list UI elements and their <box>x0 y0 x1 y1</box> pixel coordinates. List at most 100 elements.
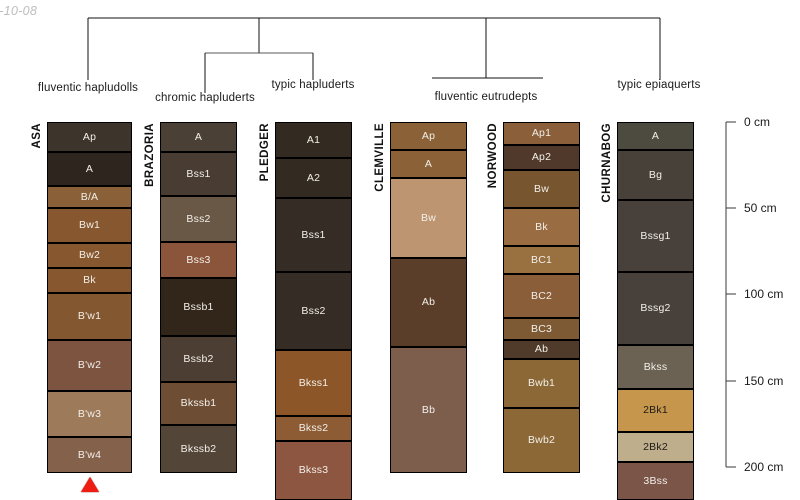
horizon-label: Bkssb2 <box>180 442 217 455</box>
horizon-label: Bss1 <box>301 228 326 241</box>
depth-label-200: 200 cm <box>744 460 784 474</box>
horizon-label: Bssb2 <box>183 352 214 365</box>
horizon-brazoria-bssb2[interactable]: Bssb2 <box>160 336 237 382</box>
horizon-label: B/A <box>80 190 99 203</box>
horizon-asa-bw1[interactable]: B'w1 <box>47 293 132 340</box>
horizon-label: B'w4 <box>77 448 102 461</box>
depth-label-50: 50 cm <box>744 201 777 215</box>
horizon-churnabog-2bk2[interactable]: 2Bk2 <box>617 432 694 462</box>
horizon-label: Bw <box>534 182 549 195</box>
horizon-brazoria-bss2[interactable]: Bss2 <box>160 196 237 242</box>
horizon-label: Bss2 <box>301 304 326 317</box>
horizon-churnabog-bg[interactable]: Bg <box>617 150 694 200</box>
horizon-churnabog-bssg1[interactable]: Bssg1 <box>617 200 694 272</box>
horizon-asa-bw4[interactable]: B'w4 <box>47 437 132 473</box>
horizon-pledger-bkss1[interactable]: Bkss1 <box>275 350 352 416</box>
horizon-norwood-ap1[interactable]: Ap1 <box>503 122 580 145</box>
horizon-churnabog-2bk1[interactable]: 2Bk1 <box>617 389 694 432</box>
horizon-label: Bkss1 <box>298 376 329 389</box>
horizon-label: Bkss3 <box>298 464 329 477</box>
horizon-norwood-ab[interactable]: Ab <box>503 340 580 359</box>
horizon-brazoria-bkssb2[interactable]: Bkssb2 <box>160 425 237 473</box>
horizon-norwood-bw[interactable]: Bw <box>503 170 580 208</box>
taxon-label-fluventic-hapludolls: fluventic hapludolls <box>37 82 139 94</box>
horizon-asa-bw2[interactable]: Bw2 <box>47 243 132 268</box>
horizon-label: Bwb1 <box>527 377 556 390</box>
horizon-asa-bw3[interactable]: B'w3 <box>47 391 132 437</box>
date-watermark: 5-10-08 <box>0 4 38 18</box>
horizon-pledger-bkss3[interactable]: Bkss3 <box>275 441 352 500</box>
horizon-norwood-bc2[interactable]: BC2 <box>503 274 580 318</box>
horizon-label: Bss2 <box>186 212 211 225</box>
horizon-label: Bkss <box>643 360 668 373</box>
horizon-label: 2Bk1 <box>643 404 668 417</box>
horizon-label: B'w1 <box>77 310 102 323</box>
horizon-label: 3Bss <box>643 474 668 487</box>
horizon-pledger-a2[interactable]: A2 <box>275 158 352 198</box>
horizon-norwood-bc1[interactable]: BC1 <box>503 246 580 274</box>
horizon-label: Bw1 <box>78 219 101 232</box>
horizon-asa-a[interactable]: A <box>47 152 132 186</box>
horizon-clemville-bw[interactable]: Bw <box>390 178 467 258</box>
horizon-clemville-ap[interactable]: Ap <box>390 122 467 150</box>
horizon-brazoria-bss1[interactable]: Bss1 <box>160 152 237 196</box>
taxonomy-dendrogram <box>87 17 661 93</box>
horizon-norwood-bwb1[interactable]: Bwb1 <box>503 359 580 408</box>
horizon-label: Ap <box>421 129 436 142</box>
horizon-label: Ap <box>82 130 97 143</box>
horizon-clemville-a[interactable]: A <box>390 150 467 178</box>
depth-label-0: 0 cm <box>744 115 771 129</box>
depth-label-100: 100 cm <box>744 287 784 301</box>
horizon-label: 2Bk2 <box>643 440 668 453</box>
horizon-asa-bw2[interactable]: B'w2 <box>47 340 132 391</box>
horizon-churnabog-bkss[interactable]: Bkss <box>617 345 694 389</box>
horizon-label: A <box>424 157 433 170</box>
horizon-norwood-ap2[interactable]: Ap2 <box>503 145 580 170</box>
horizon-asa-ba[interactable]: B/A <box>47 186 132 208</box>
taxon-label-fluventic-eutrudepts: fluventic eutrudepts <box>434 91 538 103</box>
horizon-norwood-bwb2[interactable]: Bwb2 <box>503 408 580 473</box>
horizon-norwood-bc3[interactable]: BC3 <box>503 318 580 340</box>
horizon-brazoria-bkssb1[interactable]: Bkssb1 <box>160 382 237 425</box>
horizon-label: Bssg1 <box>640 229 671 242</box>
horizon-asa-ap[interactable]: Ap <box>47 122 132 152</box>
horizon-churnabog-bssg2[interactable]: Bssg2 <box>617 272 694 345</box>
depth-label-150: 150 cm <box>744 374 784 388</box>
horizon-label: Bss1 <box>186 167 211 180</box>
horizon-label: Bb <box>421 403 436 416</box>
horizon-label: Bw <box>421 211 436 224</box>
horizon-brazoria-a[interactable]: A <box>160 122 237 152</box>
horizon-label: Bkss2 <box>298 422 329 435</box>
horizon-asa-bk[interactable]: Bk <box>47 268 132 293</box>
horizon-label: Bssb1 <box>183 300 214 313</box>
horizon-norwood-bk[interactable]: Bk <box>503 208 580 246</box>
horizon-pledger-bkss2[interactable]: Bkss2 <box>275 416 352 441</box>
horizon-label: A <box>651 129 660 142</box>
horizon-churnabog-a[interactable]: A <box>617 122 694 150</box>
horizon-churnabog-3bss[interactable]: 3Bss <box>617 462 694 500</box>
horizon-clemville-bb[interactable]: Bb <box>390 347 467 473</box>
horizon-label: Bg <box>648 168 663 181</box>
horizon-brazoria-bssb1[interactable]: Bssb1 <box>160 278 237 336</box>
horizon-pledger-bss1[interactable]: Bss1 <box>275 198 352 272</box>
horizon-brazoria-bss3[interactable]: Bss3 <box>160 242 237 278</box>
horizon-label: B'w2 <box>77 359 102 372</box>
horizon-label: Bkssb1 <box>180 397 217 410</box>
taxon-label-typic-hapluderts: typic hapluderts <box>271 79 355 91</box>
horizon-label: Bw2 <box>78 249 101 262</box>
horizon-label: Ab <box>534 343 549 356</box>
horizon-label: A2 <box>306 171 321 184</box>
horizon-clemville-ab[interactable]: Ab <box>390 258 467 347</box>
horizon-pledger-a1[interactable]: A1 <box>275 122 352 158</box>
horizon-pledger-bss2[interactable]: Bss2 <box>275 272 352 350</box>
horizon-asa-bw1[interactable]: Bw1 <box>47 208 132 243</box>
horizon-label: Bss3 <box>186 253 211 266</box>
horizon-label: BC2 <box>530 289 553 302</box>
